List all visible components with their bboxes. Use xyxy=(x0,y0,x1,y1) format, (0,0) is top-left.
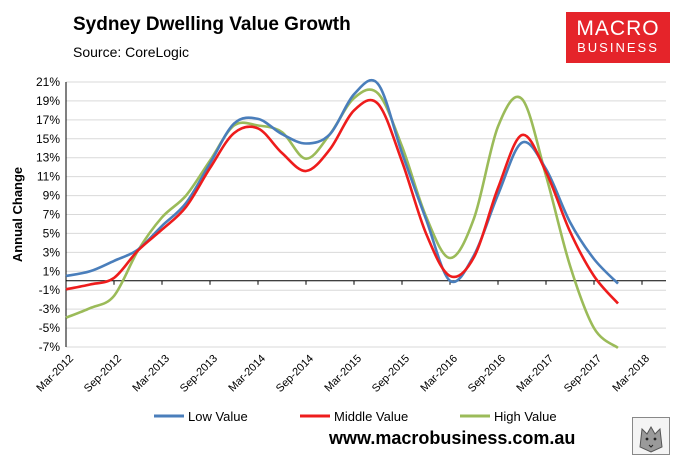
x-tick-label: Sep-2013 xyxy=(178,353,220,395)
y-tick-label: -5% xyxy=(39,321,61,335)
y-tick-label: 1% xyxy=(43,264,61,278)
y-tick-label: -7% xyxy=(39,340,61,354)
legend-label-low-value: Low Value xyxy=(188,409,248,424)
chart-title: Sydney Dwelling Value Growth xyxy=(73,14,351,35)
y-tick-label: 9% xyxy=(43,189,61,203)
y-tick-label: 19% xyxy=(36,94,60,108)
x-tick-label: Mar-2016 xyxy=(418,353,460,395)
series-line-low-value xyxy=(65,78,619,285)
x-tick-label: Mar-2014 xyxy=(226,353,268,395)
y-tick-label: 11% xyxy=(37,170,60,184)
y-tick-label: 5% xyxy=(43,226,61,240)
x-tick-label: Sep-2016 xyxy=(466,353,508,395)
macrobusiness-logo: MACRO BUSINESS xyxy=(566,12,670,63)
x-tick-label: Mar-2013 xyxy=(130,353,172,395)
chart-source: Source: CoreLogic xyxy=(73,44,189,60)
logo-line-2: BUSINESS xyxy=(577,40,659,55)
legend-label-high-value: High Value xyxy=(494,409,557,424)
x-tick-label: Sep-2017 xyxy=(562,353,604,395)
website-url: www.macrobusiness.com.au xyxy=(329,428,576,448)
y-tick-label: 7% xyxy=(43,208,61,222)
series-line-high-value xyxy=(65,88,619,349)
legend-label-middle-value: Middle Value xyxy=(334,409,408,424)
y-axis-label: Annual Change xyxy=(10,167,25,262)
wolf-logo-icon xyxy=(632,417,670,455)
logo-line-1: MACRO xyxy=(576,17,660,40)
x-tick-label: Sep-2015 xyxy=(370,353,412,395)
y-tick-label: -1% xyxy=(39,283,61,297)
series-line-middle-value xyxy=(65,98,619,305)
x-tick-label: Sep-2012 xyxy=(82,353,124,395)
x-tick-label: Mar-2017 xyxy=(514,353,556,395)
y-tick-label: -3% xyxy=(39,302,61,316)
x-tick-label: Mar-2012 xyxy=(34,353,76,395)
y-tick-label: 3% xyxy=(43,245,61,259)
y-tick-label: 15% xyxy=(36,132,60,146)
y-tick-label: 13% xyxy=(36,151,60,165)
x-tick-label: Mar-2015 xyxy=(322,353,364,395)
y-tick-label: 17% xyxy=(36,113,60,127)
x-tick-label: Sep-2014 xyxy=(274,353,316,395)
x-tick-label: Mar-2018 xyxy=(610,353,652,395)
y-tick-label: 21% xyxy=(36,75,60,89)
